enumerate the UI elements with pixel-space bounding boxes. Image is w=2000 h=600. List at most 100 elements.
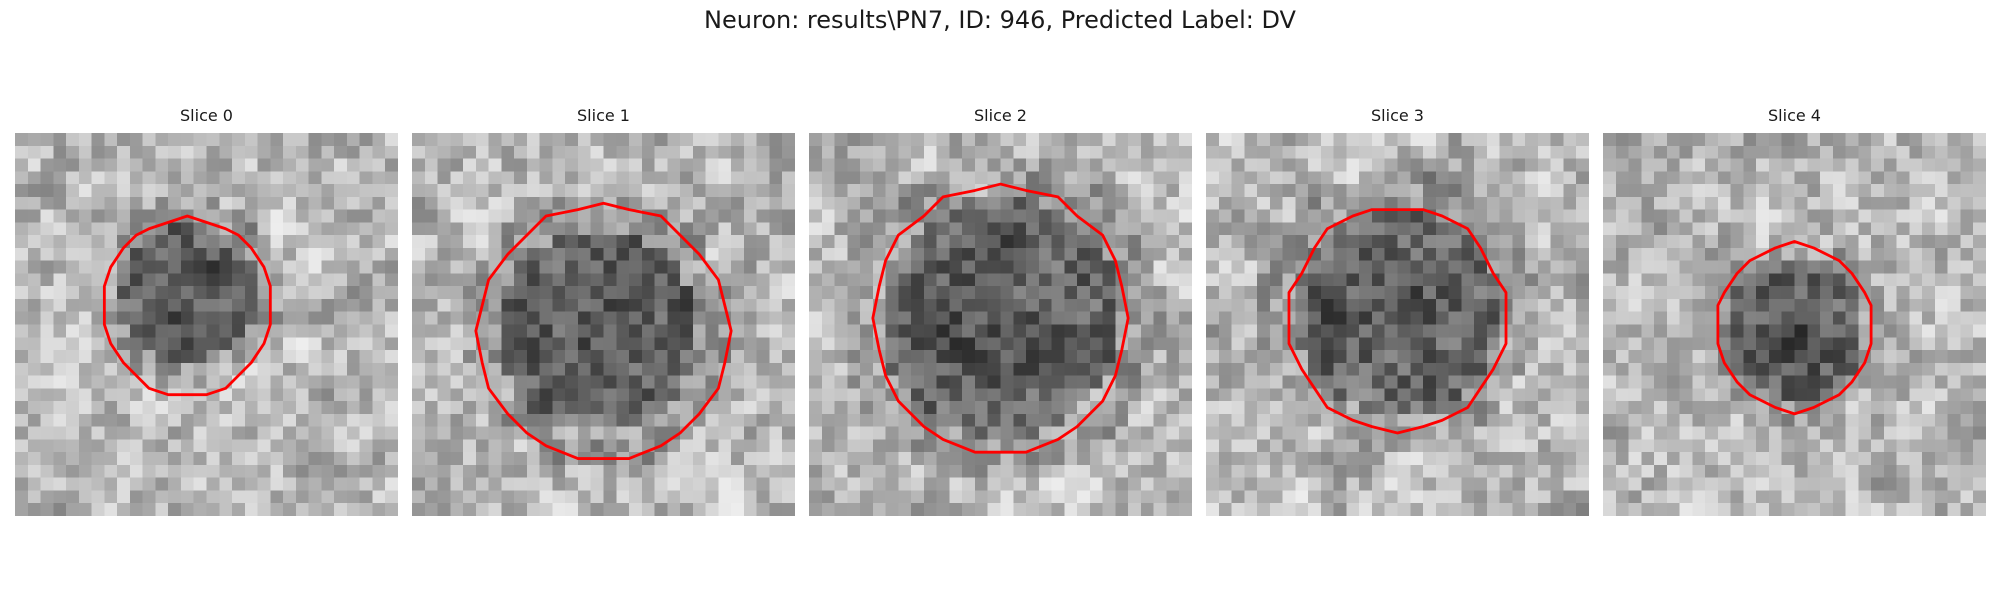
image-pixel [1781, 247, 1795, 261]
image-pixel [782, 184, 795, 198]
image-pixel [232, 298, 246, 312]
image-pixel [180, 413, 194, 427]
image-pixel [1128, 222, 1142, 236]
image-pixel [15, 196, 29, 210]
image-pixel [526, 273, 540, 287]
image-pixel [1947, 184, 1961, 198]
image-pixel [1692, 235, 1706, 249]
image-pixel [129, 401, 143, 415]
image-pixel [1768, 184, 1782, 198]
image-pixel [1499, 350, 1513, 364]
image-pixel [603, 337, 617, 351]
image-pixel [603, 426, 617, 440]
image-pixel [743, 260, 757, 274]
image-pixel [731, 298, 745, 312]
image-pixel [488, 503, 502, 516]
image-pixel [1499, 260, 1513, 274]
image-pixel [974, 145, 988, 159]
image-pixel [565, 490, 579, 504]
image-pixel [295, 247, 309, 261]
image-pixel [1038, 375, 1052, 389]
image-pixel [463, 247, 477, 261]
image-pixel [1666, 452, 1680, 466]
image-pixel [66, 222, 80, 236]
image-pixel [463, 413, 477, 427]
image-pixel [1064, 452, 1078, 466]
image-pixel [705, 286, 719, 300]
image-pixel [104, 413, 118, 427]
image-pixel [1320, 273, 1334, 287]
image-pixel [731, 439, 745, 453]
image-pixel [1486, 464, 1500, 478]
image-pixel [1308, 286, 1322, 300]
image-pixel [1218, 350, 1232, 364]
image-pixel [1756, 145, 1770, 159]
image-pixel [1768, 158, 1782, 172]
image-pixel [949, 337, 963, 351]
image-pixel [385, 477, 398, 491]
image-pixel [1909, 477, 1923, 491]
image-pixel [731, 464, 745, 478]
image-pixel [488, 439, 502, 453]
image-pixel [155, 235, 169, 249]
image-pixel [27, 490, 41, 504]
image-pixel [1140, 133, 1154, 147]
image-pixel [412, 235, 426, 249]
image-pixel [1102, 133, 1116, 147]
image-pixel [987, 222, 1001, 236]
image-pixel [1934, 337, 1948, 351]
image-pixel [1346, 171, 1360, 185]
image-pixel [270, 350, 284, 364]
image-pixel [1423, 235, 1437, 249]
image-pixel [1333, 490, 1347, 504]
image-pixel [1218, 490, 1232, 504]
image-pixel [616, 490, 630, 504]
image-pixel [1371, 260, 1385, 274]
image-pixel [1679, 209, 1693, 223]
image-pixel [1512, 375, 1526, 389]
image-pixel [1807, 413, 1821, 427]
image-pixel [1896, 388, 1910, 402]
image-pixel [1064, 490, 1078, 504]
image-pixel [1654, 286, 1668, 300]
image-pixel [1499, 222, 1513, 236]
image-pixel [1102, 209, 1116, 223]
image-pixel [577, 171, 591, 185]
image-pixel [488, 184, 502, 198]
image-pixel [1333, 133, 1347, 147]
image-pixel [244, 196, 258, 210]
image-pixel [756, 286, 770, 300]
image-pixel [1768, 209, 1782, 223]
image-pixel [1051, 401, 1065, 415]
image-pixel [731, 350, 745, 364]
image-pixel [1013, 490, 1027, 504]
image-pixel [117, 298, 131, 312]
image-pixel [283, 337, 297, 351]
image-pixel [1384, 247, 1398, 261]
image-pixel [987, 503, 1001, 516]
image-pixel [1909, 196, 1923, 210]
image-pixel [1000, 324, 1014, 338]
image-pixel [962, 222, 976, 236]
image-pixel [1807, 350, 1821, 364]
image-pixel [577, 145, 591, 159]
image-pixel [501, 171, 515, 185]
image-pixel [1013, 311, 1027, 325]
image-pixel [1512, 413, 1526, 427]
image-pixel [1244, 426, 1258, 440]
image-pixel [346, 133, 360, 147]
image-pixel [1038, 196, 1052, 210]
image-pixel [1333, 388, 1347, 402]
image-pixel [66, 350, 80, 364]
image-pixel [1333, 273, 1347, 287]
image-pixel [1218, 413, 1232, 427]
image-pixel [1576, 222, 1589, 236]
image-pixel [667, 362, 681, 376]
image-pixel [1051, 133, 1065, 147]
image-pixel [898, 158, 912, 172]
image-pixel [295, 184, 309, 198]
image-pixel [66, 464, 80, 478]
image-pixel [1820, 464, 1834, 478]
image-pixel [1679, 362, 1693, 376]
image-pixel [743, 388, 757, 402]
